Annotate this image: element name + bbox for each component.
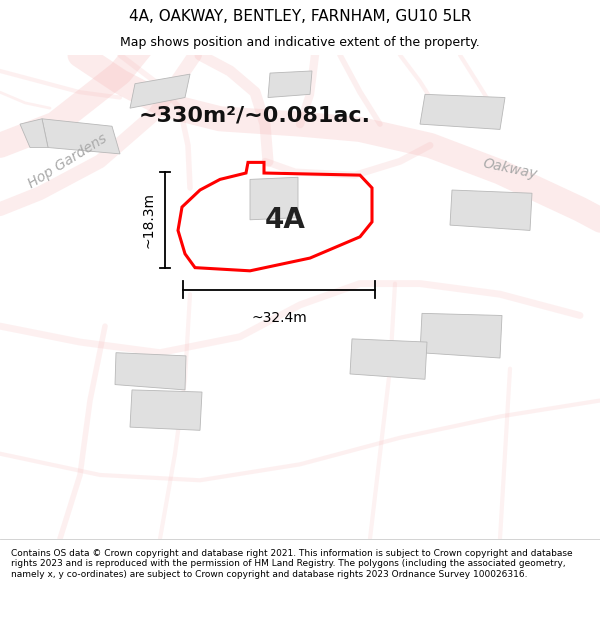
Polygon shape [450,190,532,231]
Text: ~18.3m: ~18.3m [141,192,155,248]
Polygon shape [250,177,298,220]
Text: Oakway: Oakway [481,156,539,181]
Text: 4A: 4A [265,206,305,234]
Text: 4A, OAKWAY, BENTLEY, FARNHAM, GU10 5LR: 4A, OAKWAY, BENTLEY, FARNHAM, GU10 5LR [129,9,471,24]
Text: ~32.4m: ~32.4m [251,311,307,325]
Text: Hop Gardens: Hop Gardens [26,131,110,191]
Text: ~330m²/~0.081ac.: ~330m²/~0.081ac. [139,106,371,126]
Polygon shape [115,352,186,390]
Polygon shape [20,119,48,148]
Polygon shape [42,119,120,154]
Polygon shape [350,339,427,379]
Polygon shape [130,74,190,108]
Polygon shape [130,390,202,430]
Polygon shape [420,313,502,358]
Text: Contains OS data © Crown copyright and database right 2021. This information is : Contains OS data © Crown copyright and d… [11,549,572,579]
Text: Map shows position and indicative extent of the property.: Map shows position and indicative extent… [120,36,480,49]
Polygon shape [268,71,312,98]
Polygon shape [420,94,505,129]
